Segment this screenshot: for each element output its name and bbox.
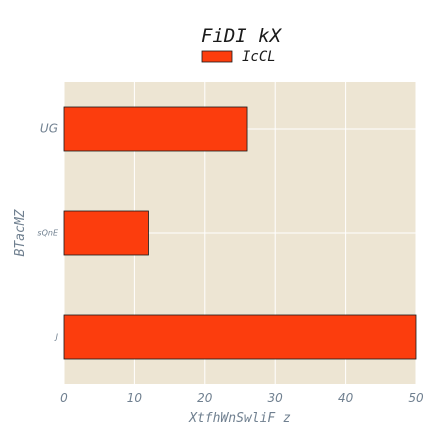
legend-swatch [201,50,233,63]
x-axis-label: XtfhWnSwliF z [188,411,291,426]
x-tick-labels: 0 10 20 30 40 50 [60,391,424,405]
x-tick-label: 30 [268,391,284,405]
bar-UG [63,106,248,152]
x-tick-label: 50 [408,391,424,405]
bar-J [63,314,417,360]
legend: IcCL [201,49,276,65]
bar-sQnE [63,210,149,256]
x-tick-label: 20 [197,391,213,405]
y-tick-labels: UG sQnE J [37,122,59,342]
x-tick-label: 40 [338,391,354,405]
legend-label: IcCL [242,49,276,65]
bars [63,106,417,360]
y-tick-label: J [54,333,59,342]
y-tick-label: sQnE [37,229,59,238]
y-tick-label: UG [40,122,58,136]
x-tick-label: 10 [127,391,143,405]
y-axis-label: BTacMZ [13,208,28,256]
x-tick-label: 0 [60,391,68,405]
chart-title: FiDI kX [201,25,283,47]
